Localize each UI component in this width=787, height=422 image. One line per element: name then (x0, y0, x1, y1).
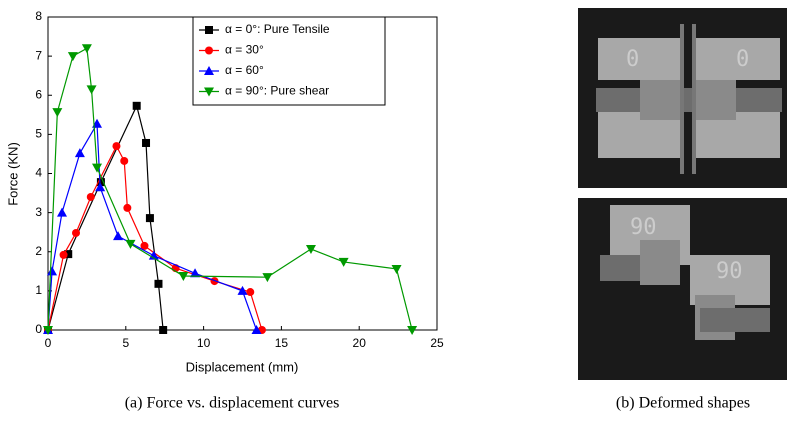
x-tick-label: 5 (122, 336, 129, 350)
legend: α = 0°: Pure Tensile α = 30° α = 60° α = 90… (192, 16, 386, 106)
marker (190, 268, 201, 278)
legend-marker (205, 46, 213, 55)
caption: (b) Deformed shapes (616, 395, 750, 412)
marker (145, 214, 154, 223)
legend-marker (204, 87, 214, 97)
y-tick-label: 8 (35, 9, 42, 23)
marker (95, 182, 106, 192)
y-tick-label: 3 (35, 205, 42, 219)
marker (47, 266, 58, 276)
marker (123, 203, 132, 212)
photo-label: 90 (630, 215, 657, 240)
y-tick-label: 4 (35, 166, 42, 180)
x-axis-label: Displacement (mm) (186, 359, 299, 374)
marker (86, 85, 97, 95)
legend-label: α = 30° (225, 43, 264, 57)
marker (140, 241, 149, 250)
marker (391, 264, 402, 274)
legend-box (192, 16, 386, 106)
marker (81, 44, 92, 54)
y-tick-label: 1 (35, 283, 42, 297)
photo-label: 0 (736, 47, 749, 72)
photo-top: 0 0 (578, 8, 787, 188)
x-tick-label: 10 (197, 336, 211, 350)
marker (59, 250, 68, 259)
marker (112, 142, 121, 151)
marker (57, 207, 68, 217)
marker (251, 325, 262, 334)
legend-label: α = 60° (225, 63, 264, 77)
photo-label: 0 (626, 47, 639, 72)
legend-marker (204, 66, 214, 75)
legend-label: α = 0°: Pure Tensile (225, 22, 330, 36)
marker (74, 148, 85, 158)
photo-label: 90 (716, 259, 743, 284)
x-tick-label: 15 (275, 336, 289, 350)
marker (64, 250, 73, 259)
marker (125, 239, 136, 249)
legend-label: α = 90°: Pure shear (225, 84, 329, 98)
marker (148, 250, 159, 260)
marker (132, 101, 141, 110)
marker (246, 288, 255, 297)
marker (338, 257, 349, 267)
marker (113, 231, 124, 241)
marker (92, 163, 103, 173)
y-tick-label: 6 (35, 87, 42, 101)
x-tick-label: 20 (353, 336, 367, 350)
marker (159, 326, 168, 334)
legend-marker (205, 26, 213, 34)
photo-bottom: 90 90 (578, 198, 787, 380)
series-line (47, 144, 263, 331)
y-tick-label: 2 (35, 244, 42, 258)
marker (120, 156, 129, 165)
marker (86, 192, 95, 201)
marker (305, 245, 316, 255)
y-tick-label: 5 (35, 127, 42, 141)
marker (178, 272, 189, 282)
marker (262, 273, 273, 283)
marker (52, 108, 63, 118)
marker (142, 138, 151, 147)
marker (407, 326, 418, 335)
marker (43, 326, 53, 335)
x-tick-label: 0 (45, 336, 52, 350)
marker (154, 279, 163, 288)
x-tick-label: 25 (430, 336, 444, 350)
marker (96, 178, 105, 187)
marker (237, 285, 248, 295)
series-line (47, 104, 164, 331)
caption: (a) Force vs. displacement curves (125, 395, 340, 412)
marker (67, 52, 78, 62)
y-tick-label: 7 (35, 48, 42, 62)
marker (72, 228, 81, 237)
y-tick-label: 0 (35, 322, 42, 336)
y-axis-label: Force (KN) (5, 142, 20, 206)
